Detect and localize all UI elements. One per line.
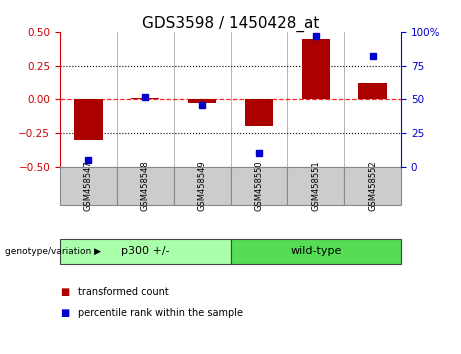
Bar bbox=[60, 167, 117, 205]
Bar bbox=[344, 167, 401, 205]
Text: GSM458550: GSM458550 bbox=[254, 161, 263, 211]
Text: wild-type: wild-type bbox=[290, 246, 342, 256]
Bar bbox=[301, 39, 330, 99]
Bar bbox=[174, 167, 230, 205]
Text: p300 +/-: p300 +/- bbox=[121, 246, 170, 256]
Bar bbox=[188, 99, 216, 103]
Bar bbox=[230, 167, 287, 205]
Bar bbox=[131, 98, 160, 99]
Bar bbox=[358, 83, 387, 99]
Text: genotype/variation ▶: genotype/variation ▶ bbox=[5, 247, 100, 256]
Text: GSM458548: GSM458548 bbox=[141, 161, 150, 211]
Text: GSM458551: GSM458551 bbox=[311, 161, 320, 211]
Text: GSM458547: GSM458547 bbox=[84, 161, 93, 211]
Bar bbox=[74, 99, 102, 140]
Title: GDS3598 / 1450428_at: GDS3598 / 1450428_at bbox=[142, 16, 319, 32]
Text: GSM458552: GSM458552 bbox=[368, 161, 377, 211]
Text: ■: ■ bbox=[60, 308, 69, 318]
Text: ■: ■ bbox=[60, 287, 69, 297]
Text: GSM458549: GSM458549 bbox=[198, 161, 207, 211]
Bar bbox=[287, 167, 344, 205]
Text: percentile rank within the sample: percentile rank within the sample bbox=[78, 308, 243, 318]
Bar bbox=[245, 99, 273, 126]
Bar bbox=[117, 167, 174, 205]
Text: transformed count: transformed count bbox=[78, 287, 169, 297]
